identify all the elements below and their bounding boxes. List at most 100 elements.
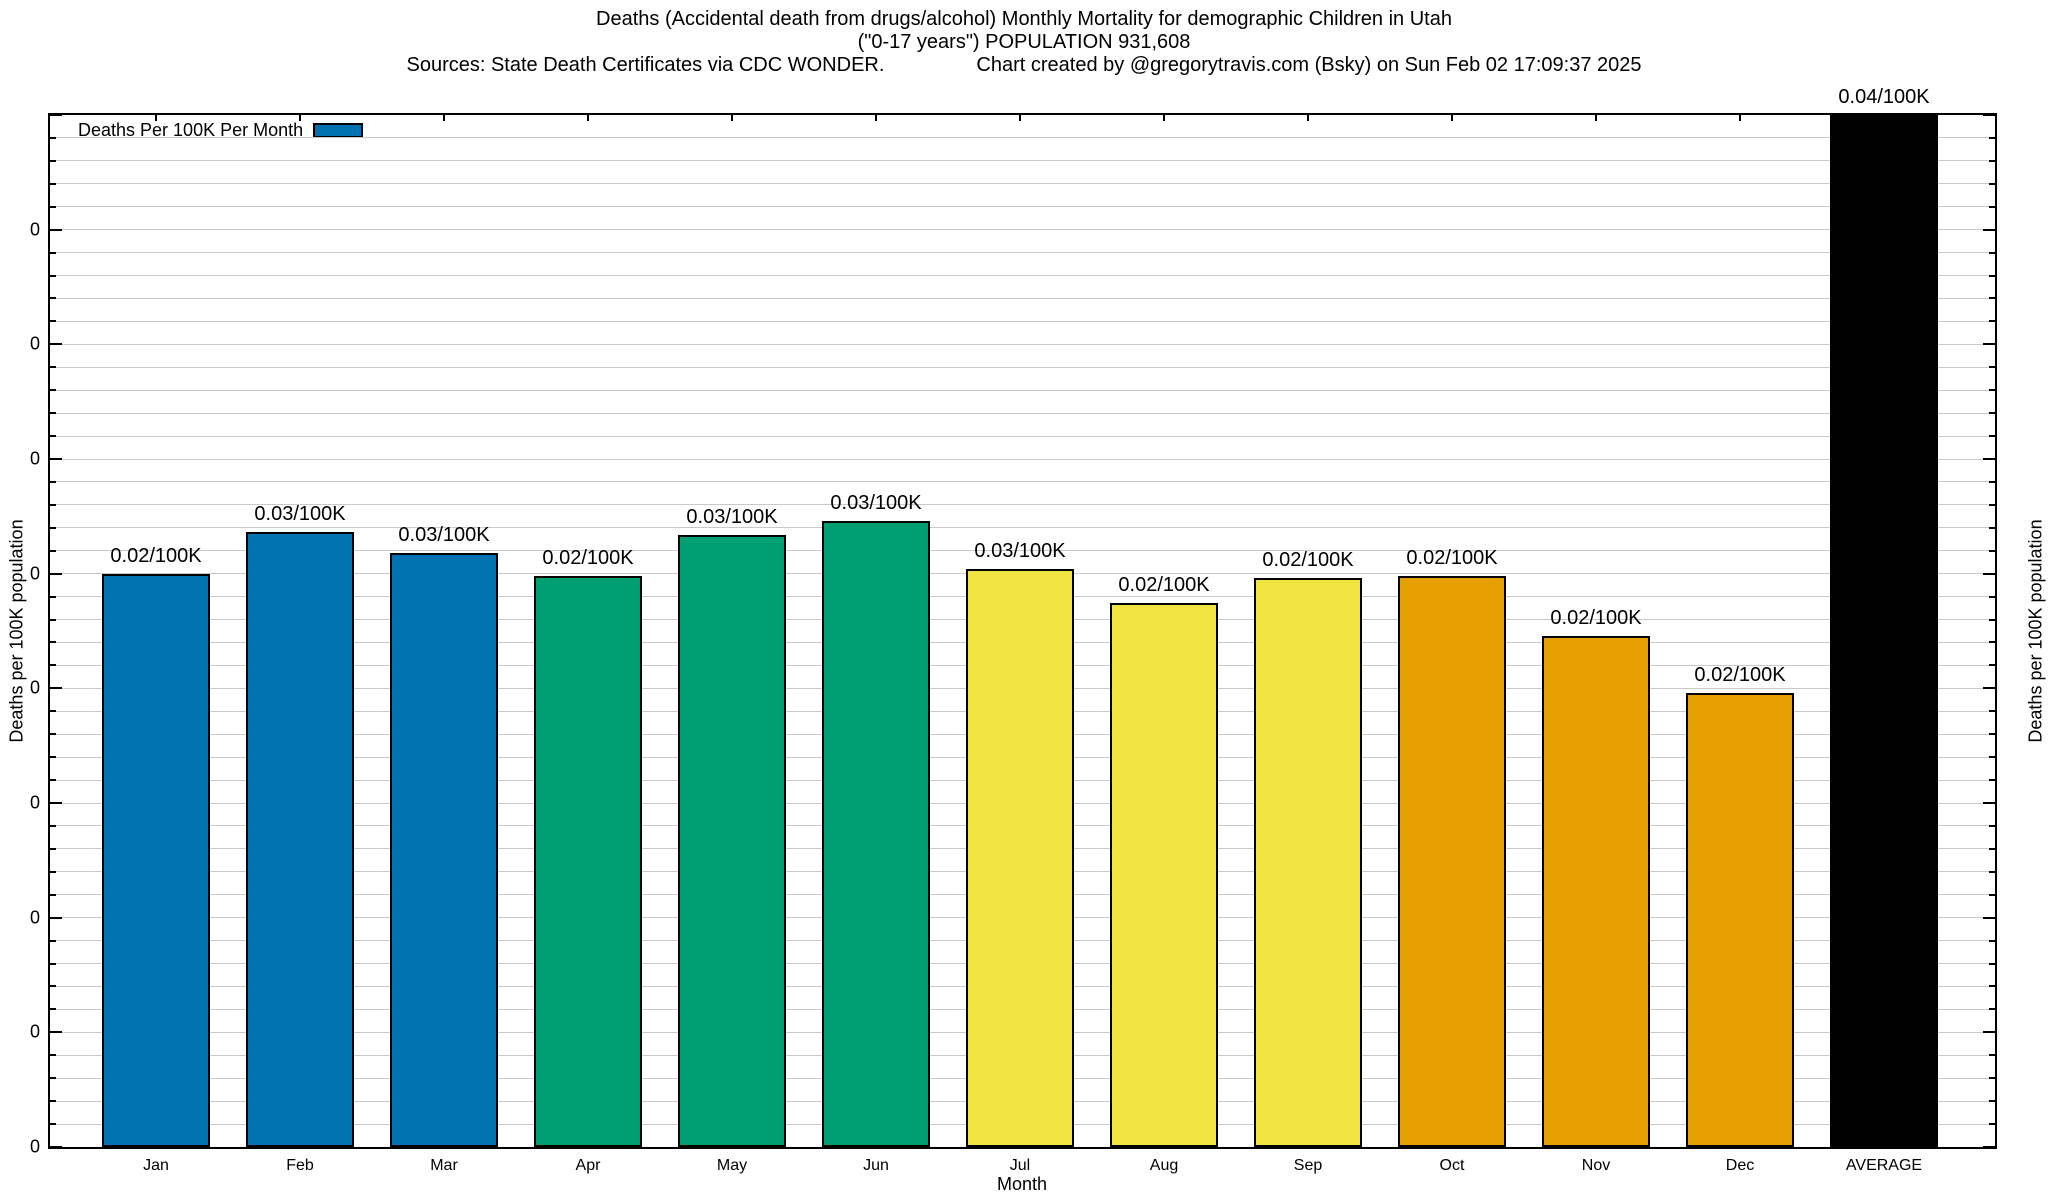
minor-tick-mark — [50, 366, 56, 369]
major-tick-mark — [50, 572, 62, 575]
minor-tick-mark — [50, 251, 56, 254]
minor-tick-mark — [1989, 893, 1995, 896]
x-tick-label: Oct — [1439, 1157, 1465, 1174]
minor-tick-mark — [50, 641, 56, 644]
top-tick-mark — [587, 115, 589, 121]
gridline — [50, 527, 1995, 529]
major-tick-mark — [50, 343, 62, 346]
bar-nov — [1542, 635, 1650, 1147]
minor-tick-mark — [1989, 870, 1995, 873]
x-tick-label: AVERAGE — [1845, 1157, 1923, 1174]
x-tick-label: Dec — [1725, 1157, 1755, 1174]
top-tick-mark — [731, 115, 733, 121]
legend: Deaths Per 100K Per Month — [78, 120, 364, 141]
bar-mar — [390, 553, 498, 1147]
legend-color-swatch-icon — [313, 123, 364, 138]
y-tick-label: 0 — [29, 563, 40, 584]
gridline — [50, 160, 1995, 162]
gridline — [50, 229, 1995, 231]
x-tick-label: Jul — [1009, 1157, 1031, 1174]
gridline — [50, 435, 1995, 437]
y-tick-label: 0 — [29, 333, 40, 354]
gridline — [50, 137, 1995, 139]
minor-tick-mark — [50, 435, 56, 438]
plot-area: Deaths Per 100K Per Month 0 0 0 0 0 0 0 0 0 0.02/… — [30, 86, 1997, 1174]
bar-jul — [966, 569, 1074, 1147]
top-tick-mark — [155, 115, 157, 121]
x-tick-label: Jan — [143, 1157, 169, 1174]
minor-tick-mark — [50, 1054, 56, 1057]
minor-tick-mark — [50, 549, 56, 552]
major-tick-mark — [50, 228, 62, 231]
x-tick-label: Aug — [1149, 1157, 1179, 1174]
chart-title-line2: ("0-17 years") POPULATION 931,608 — [857, 31, 1191, 53]
bar-value-label: 0.02/100K — [1550, 606, 1642, 629]
minor-tick-mark — [1989, 182, 1995, 185]
sources-text: Sources: State Death Certificates via CD… — [406, 54, 885, 76]
major-tick-mark — [50, 1031, 62, 1034]
bar-value-label: 0.02/100K — [1406, 546, 1498, 569]
minor-tick-mark — [50, 1008, 56, 1011]
minor-tick-mark — [50, 274, 56, 277]
minor-tick-mark — [1989, 205, 1995, 208]
x-axis-title: Month — [996, 1174, 1048, 1194]
minor-tick-mark — [1989, 756, 1995, 759]
bar-sep — [1254, 578, 1362, 1147]
bar-value-label: 0.03/100K — [830, 491, 922, 514]
minor-tick-mark — [1989, 985, 1995, 988]
minor-tick-mark — [50, 710, 56, 713]
y-tick-label: 0 — [29, 219, 40, 240]
major-tick-mark — [1983, 114, 1995, 116]
bar-value-label: 0.03/100K — [686, 505, 778, 528]
top-tick-mark — [1307, 115, 1309, 121]
minor-tick-mark — [50, 503, 56, 506]
minor-tick-mark — [50, 412, 56, 415]
top-tick-mark — [1019, 115, 1021, 121]
major-tick-mark — [1983, 228, 1995, 231]
x-tick-label: Mar — [430, 1157, 458, 1174]
y-axis-title-left: Deaths per 100K population — [6, 519, 27, 743]
minor-tick-mark — [1989, 824, 1995, 827]
title-block: Deaths (Accidental death from drugs/alco… — [0, 8, 2048, 77]
legend-label: Deaths Per 100K Per Month — [78, 120, 304, 140]
minor-tick-mark — [50, 939, 56, 942]
minor-tick-mark — [1989, 962, 1995, 965]
gridline — [50, 297, 1995, 299]
minor-tick-mark — [1989, 526, 1995, 529]
gridline — [50, 458, 1995, 460]
minor-tick-mark — [1989, 939, 1995, 942]
y-tick-label: 0 — [29, 1136, 40, 1157]
major-tick-mark — [1983, 802, 1995, 804]
bar-value-label: 0.02/100K — [1694, 663, 1786, 686]
credit-text: Chart created by @gregorytravis.com (Bsk… — [976, 54, 1642, 76]
minor-tick-mark — [50, 159, 56, 162]
minor-tick-mark — [1989, 664, 1995, 667]
gridline — [50, 206, 1995, 208]
minor-tick-mark — [1989, 641, 1995, 644]
minor-tick-mark — [1989, 251, 1995, 254]
bar-value-label: 0.02/100K — [1118, 574, 1210, 597]
x-tick-label: Sep — [1293, 1157, 1323, 1174]
minor-tick-mark — [1989, 320, 1995, 323]
minor-tick-mark — [1989, 710, 1995, 713]
bar-apr — [534, 575, 642, 1147]
minor-tick-mark — [50, 618, 56, 621]
gridline — [50, 550, 1995, 552]
gridline — [50, 275, 1995, 277]
minor-tick-mark — [1989, 136, 1995, 139]
top-tick-mark — [1883, 115, 1885, 121]
minor-tick-mark — [50, 1100, 56, 1103]
bar-dec — [1686, 692, 1794, 1147]
minor-tick-mark — [50, 870, 56, 873]
y-axis-title-right: Deaths per 100K population — [2025, 519, 2046, 743]
minor-tick-mark — [1989, 297, 1995, 300]
minor-tick-mark — [50, 320, 56, 323]
top-tick-mark — [299, 115, 301, 121]
minor-tick-mark — [50, 389, 56, 392]
gridline — [50, 504, 1995, 506]
bar-value-label: 0.02/100K — [542, 546, 634, 569]
bar-value-label: 0.02/100K — [110, 544, 202, 567]
y-tick-label: 0 — [29, 448, 40, 469]
minor-tick-mark — [50, 893, 56, 896]
bar-jan — [102, 573, 210, 1147]
